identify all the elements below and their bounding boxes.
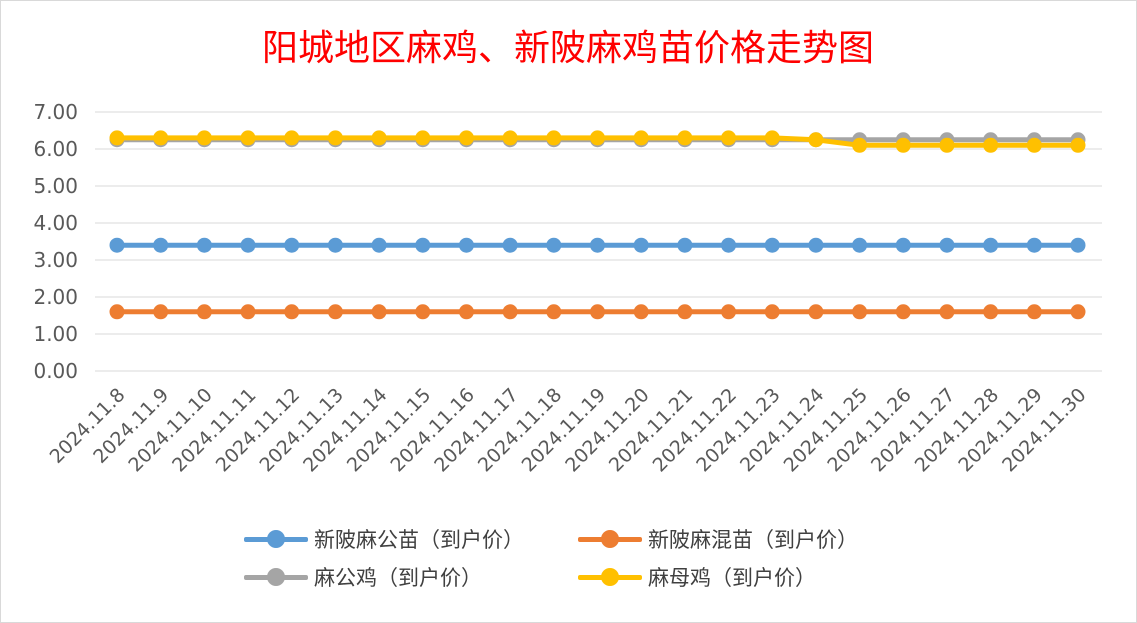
legend-swatch-1 (578, 529, 642, 549)
legend-item-0: 新陂麻公苗（到户价） (244, 524, 578, 554)
data-point (327, 304, 343, 320)
data-point (895, 137, 911, 153)
data-point (196, 304, 212, 320)
legend-item-1: 新陂麻混苗（到户价） (578, 524, 858, 554)
data-point (1070, 137, 1086, 153)
data-point (677, 304, 693, 320)
data-point (546, 304, 562, 320)
data-point (983, 237, 999, 253)
data-point (240, 237, 256, 253)
legend-label-3: 麻母鸡（到户价） (648, 566, 816, 590)
data-point (371, 237, 387, 253)
data-point (327, 237, 343, 253)
data-point (852, 304, 868, 320)
legend-swatch-0 (244, 529, 308, 549)
data-point (546, 237, 562, 253)
y-tick-label: 5.00 (33, 174, 78, 198)
data-point (240, 130, 256, 146)
data-point (502, 304, 518, 320)
data-point (371, 304, 387, 320)
data-point (196, 237, 212, 253)
data-point (764, 237, 780, 253)
legend-label-1: 新陂麻混苗（到户价） (648, 528, 858, 552)
data-point (983, 304, 999, 320)
y-tick-label: 1.00 (33, 322, 78, 346)
data-point (721, 237, 737, 253)
data-point (808, 132, 824, 148)
data-point (109, 237, 125, 253)
data-point (764, 130, 780, 146)
data-point (240, 304, 256, 320)
data-point (371, 130, 387, 146)
data-point (502, 130, 518, 146)
data-point (1026, 137, 1042, 153)
legend-swatch-2 (244, 567, 308, 587)
legend-row-2: 麻公鸡（到户价） 麻母鸡（到户价） (244, 558, 858, 596)
data-point (939, 304, 955, 320)
y-tick-label: 4.00 (33, 211, 78, 235)
y-tick-label: 0.00 (33, 359, 78, 383)
data-point (458, 237, 474, 253)
data-point (590, 304, 605, 320)
data-point (721, 304, 737, 320)
data-point (895, 304, 911, 320)
legend-row-1: 新陂麻公苗（到户价） 新陂麻混苗（到户价） (244, 520, 858, 558)
data-point (939, 237, 955, 253)
data-point (1026, 304, 1042, 320)
data-point (677, 130, 693, 146)
data-point (633, 130, 649, 146)
y-tick-label: 2.00 (33, 285, 78, 309)
data-point (983, 137, 999, 153)
data-point (677, 237, 693, 253)
data-point (808, 237, 824, 253)
data-point (1026, 237, 1042, 253)
data-point (808, 304, 824, 320)
data-point (415, 237, 431, 253)
legend-label-2: 麻公鸡（到户价） (314, 566, 482, 590)
data-point (153, 237, 169, 253)
data-point (415, 304, 431, 320)
data-point (590, 237, 605, 253)
data-point (939, 137, 955, 153)
legend-swatch-3 (578, 567, 642, 587)
legend: 新陂麻公苗（到户价） 新陂麻混苗（到户价） 麻公鸡（到户价） 麻母鸡（到户价） (244, 520, 858, 596)
legend-item-3: 麻母鸡（到户价） (578, 562, 816, 592)
data-point (852, 137, 868, 153)
data-point (458, 304, 474, 320)
data-point (502, 237, 518, 253)
chart-title: 阳城地区麻鸡、新陂麻鸡苗价格走势图 (262, 28, 874, 69)
data-point (284, 304, 300, 320)
data-point (1070, 304, 1086, 320)
y-tick-label: 7.00 (33, 100, 78, 124)
data-point (458, 130, 474, 146)
data-point (153, 130, 169, 146)
data-point (852, 237, 868, 253)
data-point (284, 130, 300, 146)
data-point (1070, 237, 1086, 253)
data-point (284, 237, 300, 253)
data-point (109, 130, 125, 146)
legend-item-2: 麻公鸡（到户价） (244, 562, 578, 592)
data-point (633, 237, 649, 253)
data-point (721, 130, 737, 146)
data-point (153, 304, 169, 320)
data-point (633, 304, 649, 320)
data-point (415, 130, 431, 146)
data-point (546, 130, 562, 146)
data-point (109, 304, 125, 320)
y-tick-label: 6.00 (33, 137, 78, 161)
data-point (895, 237, 911, 253)
data-point (196, 130, 212, 146)
y-tick-label: 3.00 (33, 248, 78, 272)
data-point (590, 130, 605, 146)
data-point (764, 304, 780, 320)
legend-label-0: 新陂麻公苗（到户价） (314, 528, 524, 552)
data-point (327, 130, 343, 146)
